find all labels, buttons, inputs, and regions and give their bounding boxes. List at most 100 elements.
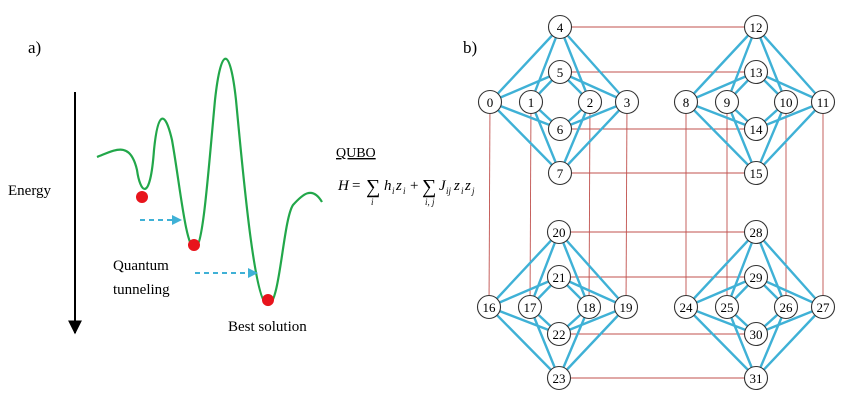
qubit-node: 9 [714,89,740,115]
qubit-node-label: 5 [557,65,564,80]
intra-coupler [557,305,628,380]
qubit-node-circle [547,59,573,85]
qubit-node-circle [743,14,769,40]
intra-coupler [684,275,758,309]
eq-equals: = [352,178,360,194]
qubit-node-circle [477,89,503,115]
ball-best-solution [262,294,274,306]
eq-J-sub: ij [446,186,452,196]
qubit-node-label: 31 [750,371,763,386]
qubit-node: 15 [743,160,769,186]
inter-coupler [488,101,491,308]
intra-coupler [754,25,788,104]
qubit-node: 1 [518,89,544,115]
intra-coupler [754,305,825,380]
qubit-node: 23 [546,365,572,391]
qubit-node-circle [773,294,799,320]
qubit-node-circle [714,89,740,115]
qubit-node: 12 [743,14,769,40]
qubit-node-label: 6 [557,122,564,137]
intra-coupler [528,230,561,309]
qubit-node: 6 [547,116,573,142]
qubit-node-circle [743,59,769,85]
qubit-node-circle [547,14,573,40]
qubit-node: 0 [477,89,503,115]
qubit-node-label: 10 [780,95,793,110]
eq-z1: z [395,178,402,194]
qubit-node-circle [546,321,572,347]
qubit-node: 27 [810,294,836,320]
eq-plus: + [410,178,418,194]
qubit-node-circle [546,264,572,290]
qubit-node: 22 [546,321,572,347]
qubit-node: 8 [673,89,699,115]
intra-coupler [754,230,788,309]
qubit-node-circle [743,365,769,391]
qubit-node: 11 [810,89,836,115]
qubit-node-label: 17 [524,300,538,315]
qubit-node-label: 28 [750,225,763,240]
qubit-node-circle [743,160,769,186]
qubit-node: 19 [613,294,639,320]
qubit-node: 29 [743,264,769,290]
intra-coupler [557,230,628,309]
qubit-node-label: 21 [553,270,566,285]
qubit-node-circle [673,294,699,320]
qubit-node-label: 2 [587,95,594,110]
eq-z2: z [453,178,460,194]
intra-coupler [558,100,592,175]
intra-coupler [558,70,629,104]
qubit-node-label: 20 [553,225,566,240]
eq-sum-1: ∑ [366,176,380,198]
qubit-node: 14 [743,116,769,142]
qubit-node: 24 [673,294,699,320]
eq-z2-sub: i [461,186,464,196]
qubit-node-circle [576,294,602,320]
qubit-node-circle [743,219,769,245]
qubit-node: 10 [773,89,799,115]
qubit-node-label: 13 [750,65,763,80]
eq-z1-sub: i [403,186,406,196]
intra-coupler [557,230,591,309]
qubit-node-label: 9 [724,95,731,110]
qubit-node-label: 14 [750,122,764,137]
qubit-node: 7 [547,160,573,186]
intra-coupler [487,305,561,336]
qubit-node-circle [743,264,769,290]
eq-J: J [439,178,447,194]
intra-coupler [528,305,561,380]
best-solution-label: Best solution [228,319,307,335]
qubit-node-label: 24 [680,300,694,315]
inter-coupler [529,101,532,308]
qubit-node-circle [743,321,769,347]
qubit-node-label: 18 [583,300,596,315]
eq-z3: z [464,178,471,194]
intra-coupler [754,100,825,175]
energy-label: Energy [8,183,52,199]
qubit-node-circle [810,294,836,320]
intra-coupler [725,25,758,104]
qubit-node-circle [613,294,639,320]
qubit-node-circle [714,294,740,320]
eq-h-sub: i [392,186,395,196]
intra-coupler [557,305,591,380]
qubit-node: 2 [577,89,603,115]
qubit-node: 20 [546,219,572,245]
qubit-node-circle [546,365,572,391]
qubit-node-label: 30 [750,327,763,342]
eq-sum-1-sub: i [371,197,374,207]
intra-coupler [754,230,825,309]
intra-coupler [754,25,825,104]
qubit-node-label: 23 [553,371,566,386]
intra-coupler [529,25,562,104]
qubit-node-circle [547,116,573,142]
intra-coupler [684,305,758,380]
qubit-node: 30 [743,321,769,347]
qubit-node-circle [546,219,572,245]
ball-local-minimum-1 [136,191,148,203]
panel-a: a) Energy Quantum tunneling Best solutio… [8,38,475,335]
energy-landscape-curve [96,57,323,307]
qubit-node-label: 26 [780,300,794,315]
